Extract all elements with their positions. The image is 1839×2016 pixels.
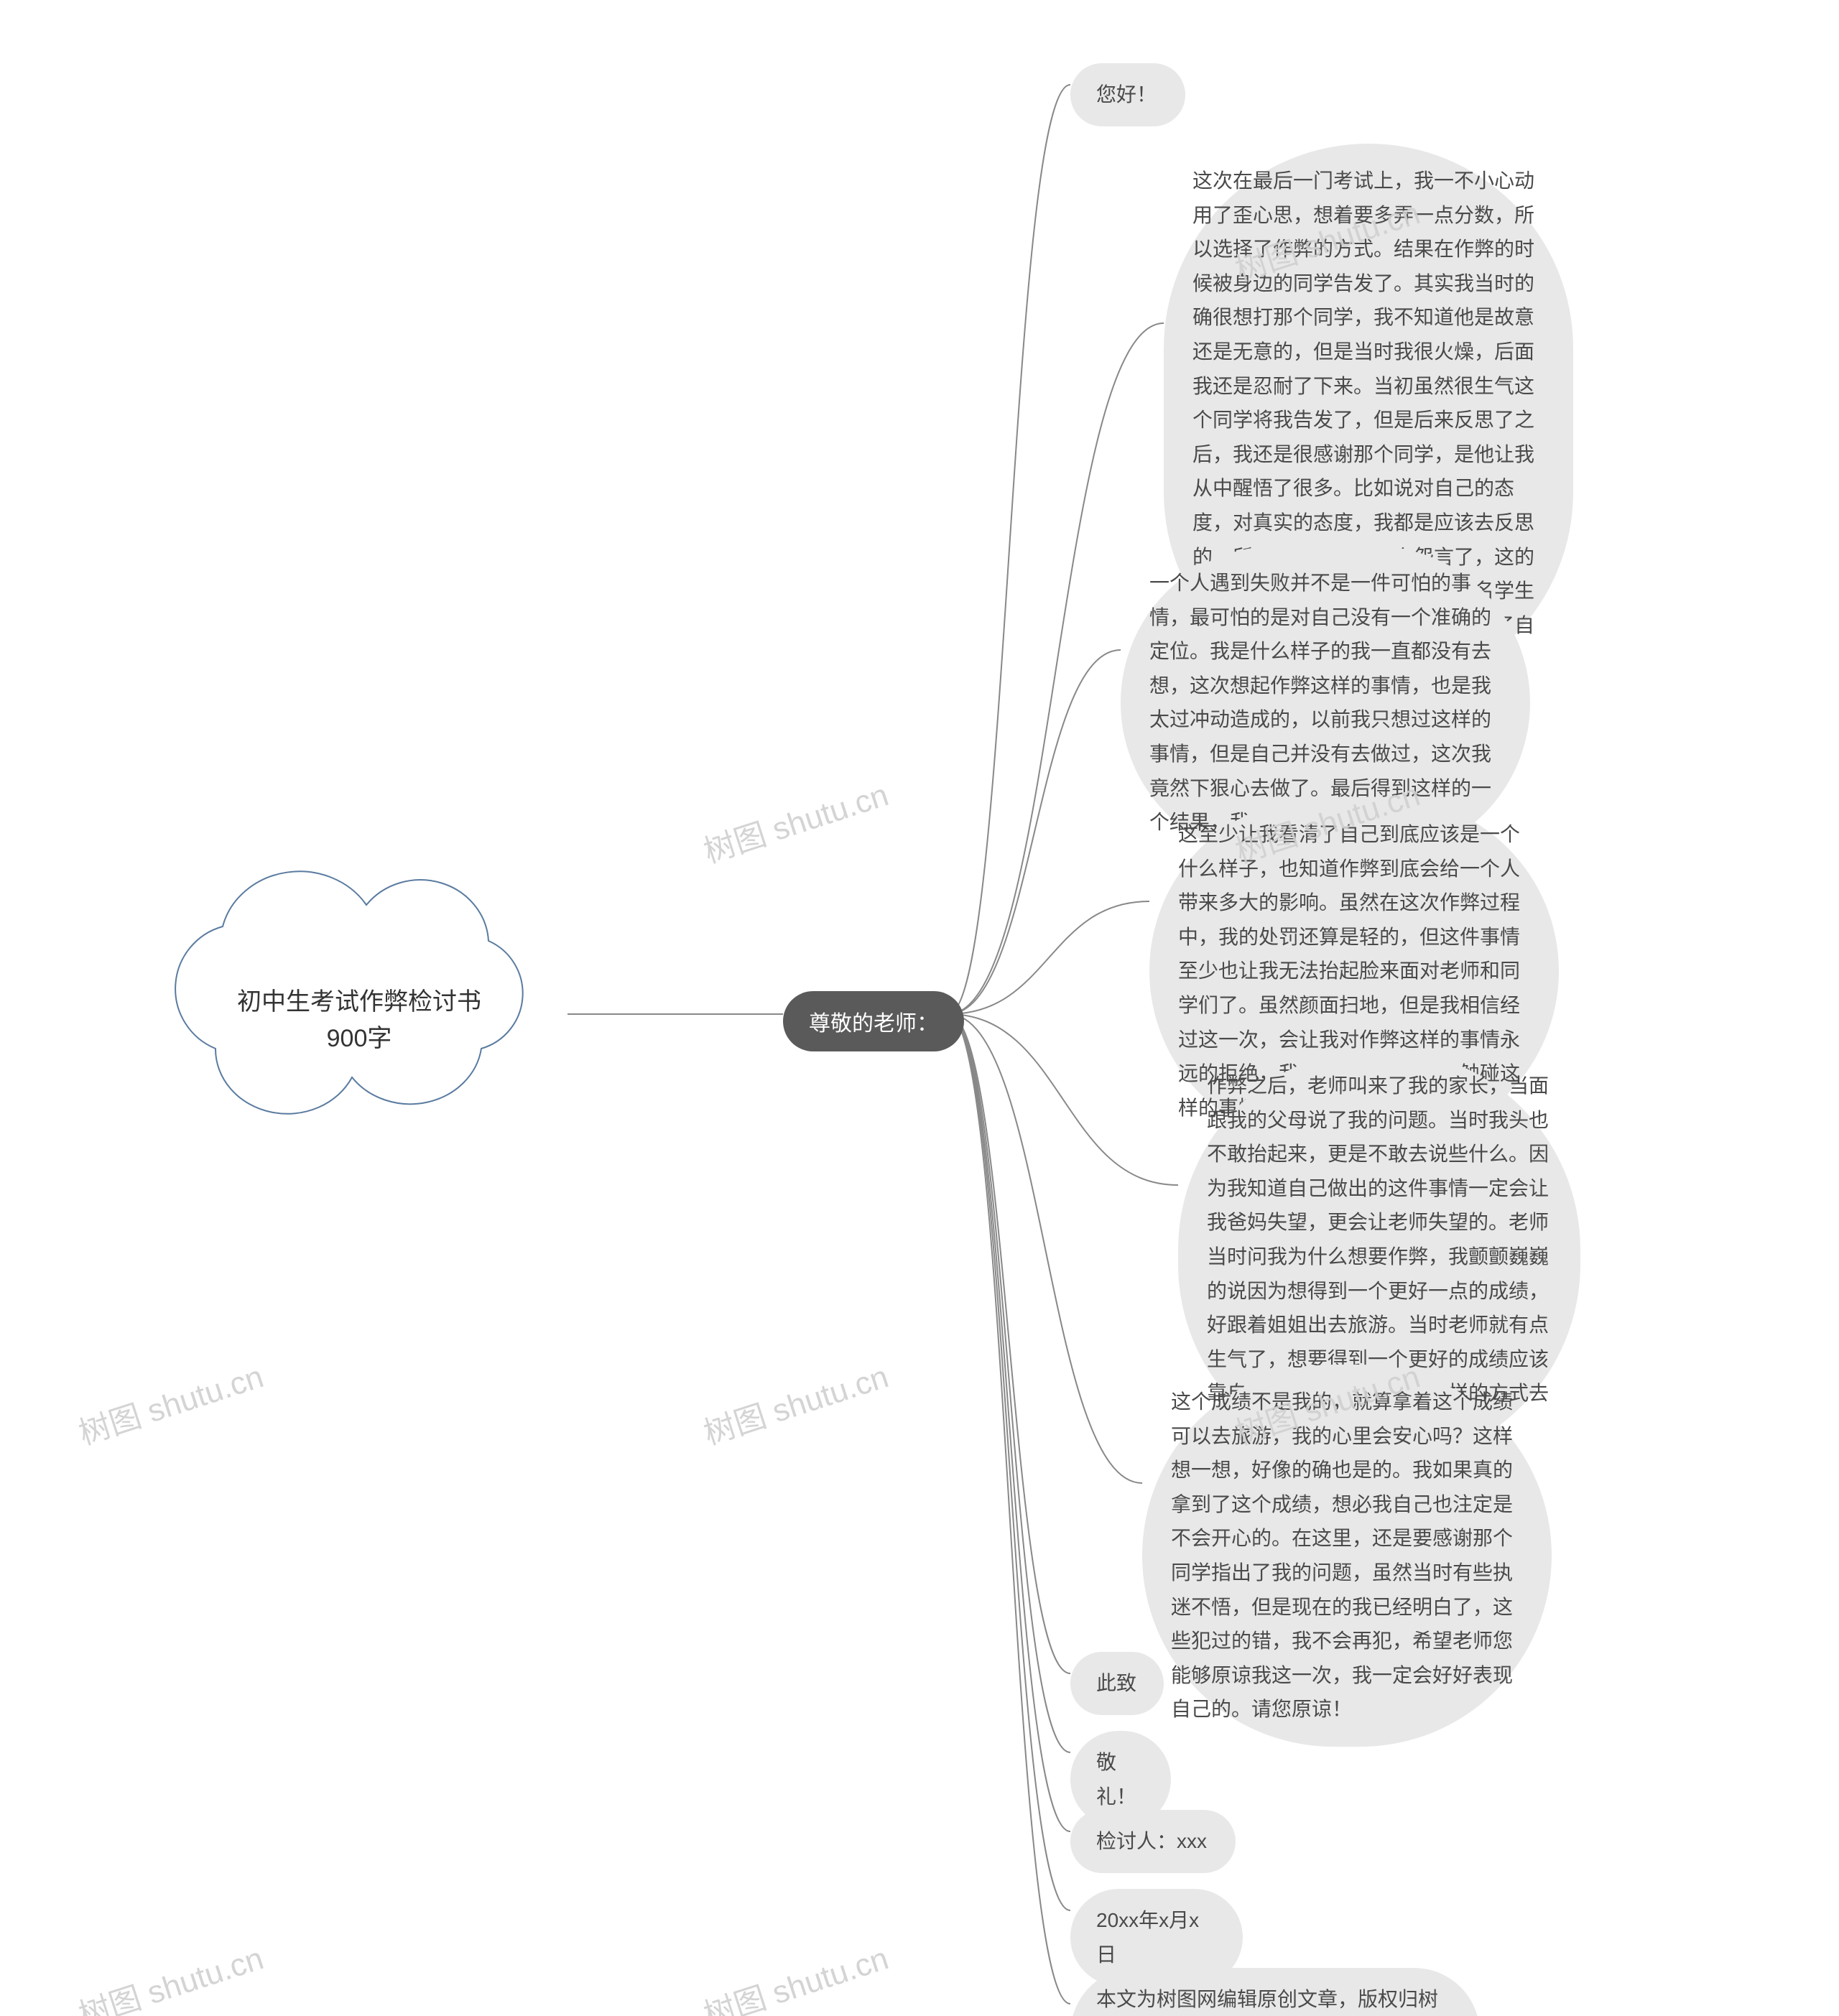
- edge-n3: [948, 650, 1121, 1014]
- edge-n8: [948, 1014, 1070, 1752]
- edge-n10: [948, 1014, 1070, 1910]
- watermark: 树图 shutu.cn: [697, 769, 893, 872]
- leaf-node-n11: 本文为树图网编辑原创文章，版权归树图网所有，未经授权杜绝转载，违者追究法律责任。: [1070, 1968, 1480, 2016]
- edge-n9: [948, 1014, 1070, 1831]
- watermark: 树图 shutu.cn: [697, 1933, 893, 2016]
- root-title: 初中生考试作弊检讨书900字: [230, 984, 488, 1057]
- leaf-node-n9: 检讨人：xxx: [1070, 1810, 1236, 1873]
- leaf-node-n7: 此致: [1070, 1652, 1164, 1715]
- leaf-node-n1: 您好！: [1070, 63, 1185, 126]
- edge-n5: [948, 1014, 1178, 1185]
- watermark: 树图 shutu.cn: [72, 1351, 268, 1454]
- edge-n11: [948, 1014, 1070, 2004]
- edge-n7: [948, 1014, 1070, 1673]
- central-node: 尊敬的老师：: [783, 991, 964, 1051]
- edge-n1: [948, 85, 1070, 1014]
- edge-n4: [948, 901, 1149, 1014]
- leaf-node-n6: 这个成绩不是我的，就算拿着这个成绩可以去旅游，我的心里会安心吗？这样想一想，好像…: [1142, 1365, 1552, 1747]
- watermark: 树图 shutu.cn: [72, 1933, 268, 2016]
- watermark: 树图 shutu.cn: [697, 1351, 893, 1454]
- edge-n6: [948, 1014, 1142, 1483]
